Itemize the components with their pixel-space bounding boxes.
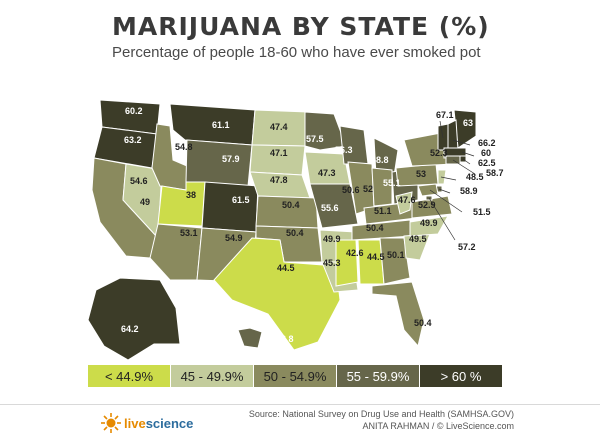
state-co [201,181,259,233]
leader-line-nh [452,139,471,146]
leader-line-nj [440,176,457,181]
value-label-pa: 53 [416,169,426,179]
value-label-wv: 47.6 [398,195,416,205]
state-ak [87,277,181,361]
value-label-ma: 60 [481,148,491,158]
leader-line-ma [461,151,475,157]
value-label-or: 63.2 [124,135,142,145]
value-label-ks: 50.4 [282,200,300,210]
value-label-al: 44.5 [367,252,385,262]
value-label-ne: 47.8 [270,175,288,185]
value-label-vt: 67.1 [436,110,454,120]
page-subtitle: Percentage of people 18-60 who have ever… [112,44,481,61]
state-ga [379,237,411,285]
value-label-dc: 57.2 [458,242,476,252]
value-label-ms: 42.6 [346,248,364,258]
value-label-ar: 49.9 [323,234,341,244]
legend-item: < 44.9% [88,365,170,387]
state-nh [447,119,459,151]
state-nc [409,215,449,237]
value-label-nd: 47.4 [270,122,288,132]
value-label-va: 52.9 [418,200,436,210]
legend-item: 45 - 49.9% [171,365,253,387]
value-label-sd: 47.1 [270,148,288,158]
state-ms [335,239,359,287]
value-label-me: 63 [463,118,473,128]
value-label-tx: 44.5 [277,263,295,273]
state-md [417,183,439,197]
value-label-ny: 52.3 [430,148,448,158]
value-label-de: 58.9 [460,186,478,196]
footer-divider [0,404,600,405]
state-tx [213,237,341,351]
legend-item: 50 - 54.9% [254,365,336,387]
state-mo [309,183,359,229]
value-label-oh: 55.1 [383,178,401,188]
value-label-ok: 50.4 [286,228,304,238]
value-label-la: 45.3 [323,258,341,268]
value-label-ga: 50.1 [387,250,405,260]
value-label-nj: 48.5 [466,172,484,182]
value-label-mo: 55.6 [321,203,339,213]
state-al [357,239,385,285]
leader-line-vt [439,120,444,139]
leader-line-dc [428,197,456,241]
value-label-ia: 47.3 [318,168,336,178]
value-label-md: 51.5 [473,207,491,217]
value-label-nv: 49 [140,197,150,207]
credit-text: ANITA RAHMAN / © LiveScience.com [362,421,514,431]
value-label-ca: 54.6 [130,176,148,186]
source-text: Source: National Survey on Drug Use and … [248,409,514,419]
sunburst-icon [101,413,121,433]
value-label-ct: 58.7 [486,168,504,178]
value-label-sc: 49.5 [409,234,427,244]
state-wv [395,191,413,215]
state-az [149,223,203,281]
value-label-hi: 56.8 [276,334,294,344]
value-label-co: 61.5 [232,195,250,205]
state-fl [371,281,425,348]
leader-line-de [438,188,451,194]
value-label-mn: 57.5 [306,134,324,144]
value-label-wy: 57.9 [222,154,240,164]
state-mn [304,111,347,151]
value-label-nc: 49.9 [420,218,438,228]
leader-line-ri [462,158,471,165]
value-label-il: 50.6 [342,185,360,195]
value-label-mi: 58.8 [371,155,389,165]
value-label-mt: 61.1 [212,120,230,130]
value-label-in: 52 [363,184,373,194]
legend-item: 55 - 59.9% [337,365,419,387]
value-label-fl: 50.4 [414,318,432,328]
value-label-wa: 60.2 [125,106,143,116]
logo-text: livescience [124,415,194,431]
leader-line-md [429,189,463,213]
value-label-ri: 62.5 [478,158,496,168]
value-label-nm: 54.9 [225,233,243,243]
value-label-az: 53.1 [180,228,198,238]
value-label-ak: 64.2 [121,324,139,334]
value-label-ky: 51.1 [374,206,392,216]
value-label-nh: 66.2 [478,138,496,148]
legend-item: > 60 % [420,365,502,387]
state-hi [237,327,263,349]
livescience-logo: livescience [100,412,193,434]
state-wy [185,139,253,187]
page-title: MARIJUANA BY STATE (%) [112,12,490,41]
value-label-wi: 56.3 [335,145,353,155]
legend: < 44.9% 45 - 49.9% 50 - 54.9% 55 - 59.9% > 6… [88,365,503,387]
credits: Source: National Survey on Drug Use and … [249,408,514,432]
value-label-id: 54.8 [175,142,193,152]
value-label-tn: 50.4 [366,223,384,233]
value-label-ut: 38 [186,190,196,200]
leader-line-ct [452,159,476,175]
state-va [411,195,453,219]
